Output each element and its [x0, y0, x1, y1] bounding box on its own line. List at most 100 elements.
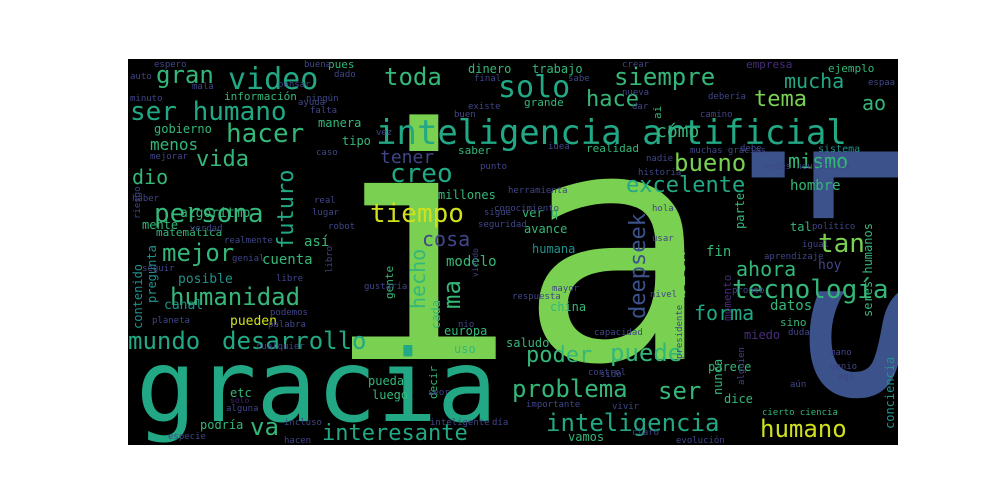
word: canal: [164, 298, 204, 313]
word: humano: [760, 415, 847, 443]
word: persona: [154, 199, 264, 229]
word: posible: [178, 272, 233, 287]
word: podría: [200, 418, 244, 432]
word: mundo: [128, 327, 201, 355]
word: dar: [632, 102, 649, 112]
word: luego: [372, 388, 409, 402]
word: tecnología: [732, 275, 889, 305]
word: realmente: [224, 236, 273, 246]
word: cualquier: [256, 342, 305, 352]
word-cloud: ia si gracia inteligencia artificial vid…: [128, 59, 898, 445]
word: gran: [156, 61, 214, 89]
word: solo: [230, 396, 250, 405]
word: debería: [708, 92, 746, 102]
word: camino: [700, 110, 733, 120]
word: ia: [324, 60, 712, 435]
word: matemática: [156, 226, 223, 239]
word: cosa: [422, 227, 471, 251]
word: redes neuronales: [764, 162, 851, 172]
word: va: [250, 413, 279, 441]
word: tal: [790, 220, 812, 234]
word: ejemplo: [828, 62, 875, 75]
word: podemos: [270, 308, 308, 318]
word: forma: [694, 301, 755, 325]
word: historia: [638, 168, 682, 178]
word: humanidad: [170, 283, 301, 311]
word: pronto: [732, 286, 765, 296]
word: buena: [304, 60, 332, 70]
word: nivel: [650, 290, 678, 300]
word: sido: [600, 370, 622, 380]
word: poder: [526, 343, 593, 368]
word: etc: [230, 386, 252, 400]
word: vamos: [568, 430, 605, 444]
word: falta: [310, 106, 338, 116]
word: avance: [524, 222, 568, 236]
word: creo: [390, 159, 453, 189]
word: seres humanos: [861, 223, 875, 317]
word: hace: [586, 87, 639, 112]
word: mucha: [784, 69, 845, 93]
word: toda: [384, 63, 442, 91]
word: grande: [524, 96, 564, 109]
word: crear: [622, 60, 650, 70]
word: buen: [454, 110, 476, 120]
word: conciencia: [883, 356, 897, 429]
word: dinero: [468, 62, 512, 76]
word: nunca: [711, 358, 725, 395]
word: sino: [780, 316, 807, 329]
word: minuto: [130, 94, 163, 104]
word: viendo: [471, 248, 480, 277]
word: debe: [740, 144, 762, 154]
word: ma: [438, 280, 466, 309]
word: claro: [632, 428, 660, 438]
word: genial: [232, 254, 265, 264]
word: mejor: [162, 239, 235, 267]
word: problema: [512, 375, 628, 403]
word: aprendizaje: [764, 252, 824, 262]
word: pensar: [278, 80, 311, 90]
word: agi: [838, 372, 855, 382]
word: robot: [328, 222, 356, 232]
word: haber: [132, 194, 160, 204]
word: seor: [428, 388, 450, 398]
word: mismo: [788, 149, 849, 173]
word: cómo: [656, 121, 700, 142]
word: ahora: [736, 257, 797, 281]
word: fin: [706, 244, 732, 260]
word: hombre: [790, 178, 841, 194]
word: bueno: [674, 149, 747, 177]
word: especie: [168, 432, 206, 442]
word: parece: [708, 360, 752, 374]
word: parte: [733, 192, 747, 229]
word: pueden: [230, 314, 277, 329]
word: futuro: [274, 169, 299, 249]
word: pregunta: [145, 245, 159, 303]
word: mano: [830, 348, 852, 358]
word: solo: [498, 70, 571, 105]
word: espero: [154, 60, 187, 70]
word: vida: [196, 147, 249, 172]
word: gobierno: [154, 122, 212, 136]
word: ser: [658, 377, 702, 405]
word: ao: [862, 91, 887, 115]
word: riesgo: [133, 186, 143, 219]
word: hacen: [284, 436, 312, 446]
word: humana: [532, 242, 576, 256]
word: real: [314, 196, 336, 206]
word: momento: [721, 274, 734, 321]
word: mala: [192, 82, 214, 92]
word: excelente: [626, 173, 746, 198]
word: desarrollo: [222, 327, 367, 355]
word: nadie: [646, 154, 674, 164]
word: millones: [438, 188, 496, 202]
word: presidente: [675, 304, 685, 359]
word: mayor: [552, 284, 580, 294]
word: dado: [334, 70, 356, 80]
word: hacer: [226, 119, 305, 149]
word: ser humano: [130, 97, 287, 127]
word: incluso: [284, 418, 322, 428]
word: conocimiento: [494, 204, 560, 214]
word: sigue: [484, 208, 512, 218]
word: inteligente: [430, 418, 490, 428]
